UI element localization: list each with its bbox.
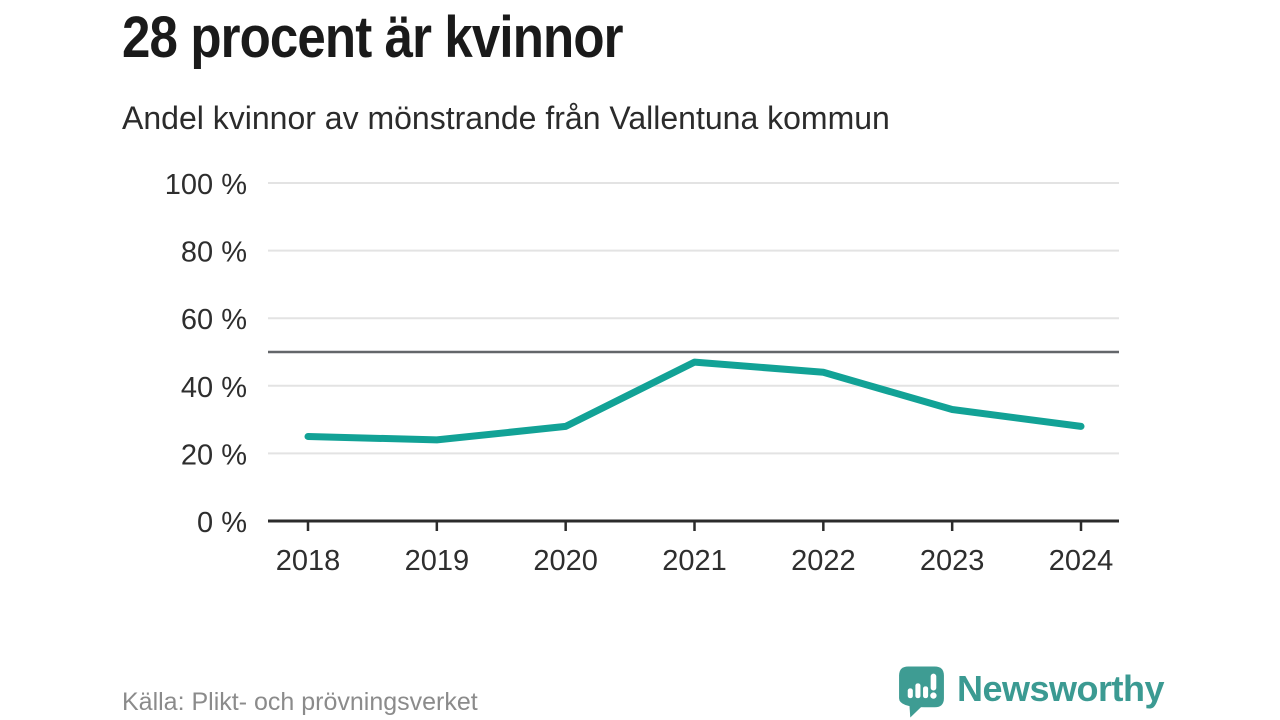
x-tick-label-2020: 2020 bbox=[533, 545, 598, 577]
y-tick-label-80: 80 % bbox=[181, 237, 247, 269]
x-tick-label-2024: 2024 bbox=[1049, 545, 1114, 577]
chart-subtitle: Andel kvinnor av mönstrande från Vallent… bbox=[122, 100, 890, 136]
y-tick-label-40: 40 % bbox=[181, 372, 247, 404]
x-tick-label-2018: 2018 bbox=[276, 545, 341, 577]
source-note: Källa: Plikt- och prövningsverket bbox=[122, 688, 478, 716]
x-tick-label-2022: 2022 bbox=[791, 545, 856, 577]
x-tick-label-2019: 2019 bbox=[405, 545, 470, 577]
newsworthy-logo: Newsworthy bbox=[897, 666, 1165, 718]
speech-bubble-bar-chart-icon bbox=[899, 666, 944, 718]
chart-title: 28 procent är kvinnor bbox=[122, 5, 623, 70]
y-tick-label-100: 100 % bbox=[165, 169, 247, 201]
line-chart: 2018 2019 2020 2021 2022 2023 2024 0 % 20 % 40 % 6… bbox=[165, 169, 1119, 577]
data-line-andel-kvinnor-av-mönstrande bbox=[304, 358, 1085, 444]
x-tick-label-2021: 2021 bbox=[662, 545, 727, 577]
y-tick-label-20: 20 % bbox=[181, 439, 247, 471]
x-tick-label-2023: 2023 bbox=[920, 545, 985, 577]
newsworthy-wordmark: Newsworthy bbox=[957, 668, 1165, 709]
y-tick-label-0: 0 % bbox=[197, 507, 247, 539]
y-tick-label-60: 60 % bbox=[181, 304, 247, 336]
